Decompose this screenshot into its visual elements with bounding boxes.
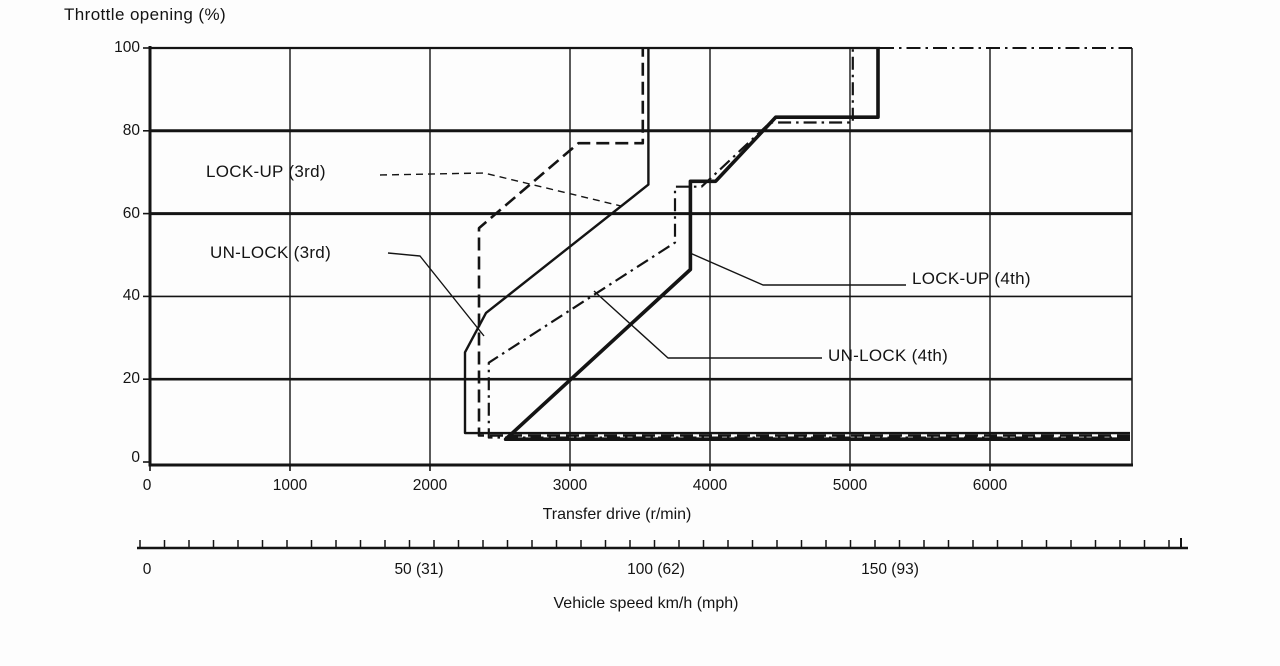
curve-un-lock-4th- [487, 48, 1130, 439]
x-tick-label-3000: 3000 [552, 477, 588, 494]
speed-tick-label-50: 50 (31) [394, 561, 444, 578]
speed-tick-label-150: 150 (93) [861, 561, 919, 578]
curve-un-lock-3rd- [463, 48, 1130, 435]
y-tick-label-100: 100 [114, 39, 140, 56]
x-tick-label-0: 0 [142, 477, 152, 494]
leader-lockup4 [689, 252, 906, 286]
x-tick-label-6000: 6000 [972, 477, 1008, 494]
y-tick-label-0: 0 [131, 449, 140, 466]
leader-unlock3 [387, 252, 485, 337]
curve-lock-up-4th- [503, 48, 1130, 442]
leader-unlock4 [593, 290, 822, 359]
speed-axis-title: Vehicle speed km/h (mph) [553, 595, 739, 612]
x-axis-title: Transfer drive (r/min) [542, 506, 692, 523]
x-tick-label-4000: 4000 [692, 477, 728, 494]
x-tick-label-5000: 5000 [832, 477, 868, 494]
leader-lockup3 [379, 172, 622, 207]
x-tick-label-1000: 1000 [272, 477, 308, 494]
speed-tick-label-100: 100 (62) [627, 561, 685, 578]
chart-title: Throttle opening (%) [64, 5, 227, 24]
curve-label-unlock4: UN-LOCK (4th) [828, 346, 949, 365]
y-tick-label-80: 80 [122, 121, 140, 139]
y-tick-label-40: 40 [122, 287, 140, 305]
curve-label-lockup4: LOCK-UP (4th) [912, 269, 1031, 288]
speed-tick-label-0: 0 [142, 561, 152, 578]
curve-label-lockup3: LOCK-UP (3rd) [206, 162, 326, 181]
y-tick-label-60: 60 [122, 204, 140, 222]
curve-label-unlock3: UN-LOCK (3rd) [210, 243, 332, 262]
y-tick-label-20: 20 [122, 370, 140, 388]
x-tick-label-2000: 2000 [412, 477, 448, 494]
curve-lock-up-3rd- [477, 48, 1130, 437]
